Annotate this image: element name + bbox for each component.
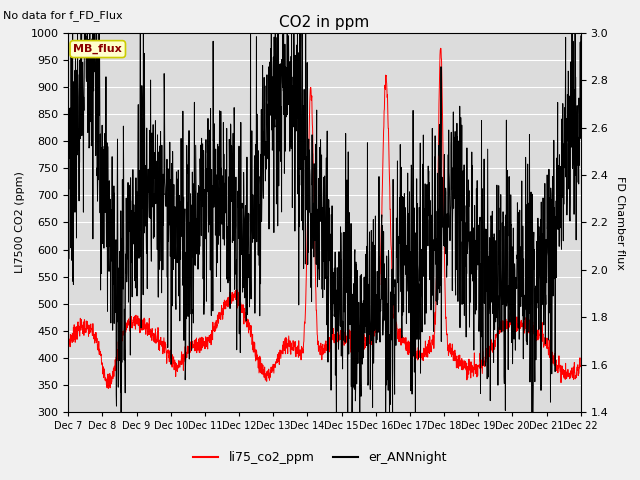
Y-axis label: FD Chamber flux: FD Chamber flux	[615, 176, 625, 269]
Text: No data for f_FD_Flux: No data for f_FD_Flux	[3, 10, 123, 21]
Text: MB_flux: MB_flux	[74, 44, 122, 54]
Y-axis label: LI7500 CO2 (ppm): LI7500 CO2 (ppm)	[15, 171, 25, 274]
Title: CO2 in ppm: CO2 in ppm	[280, 15, 370, 30]
Legend: li75_co2_ppm, er_ANNnight: li75_co2_ppm, er_ANNnight	[188, 446, 452, 469]
